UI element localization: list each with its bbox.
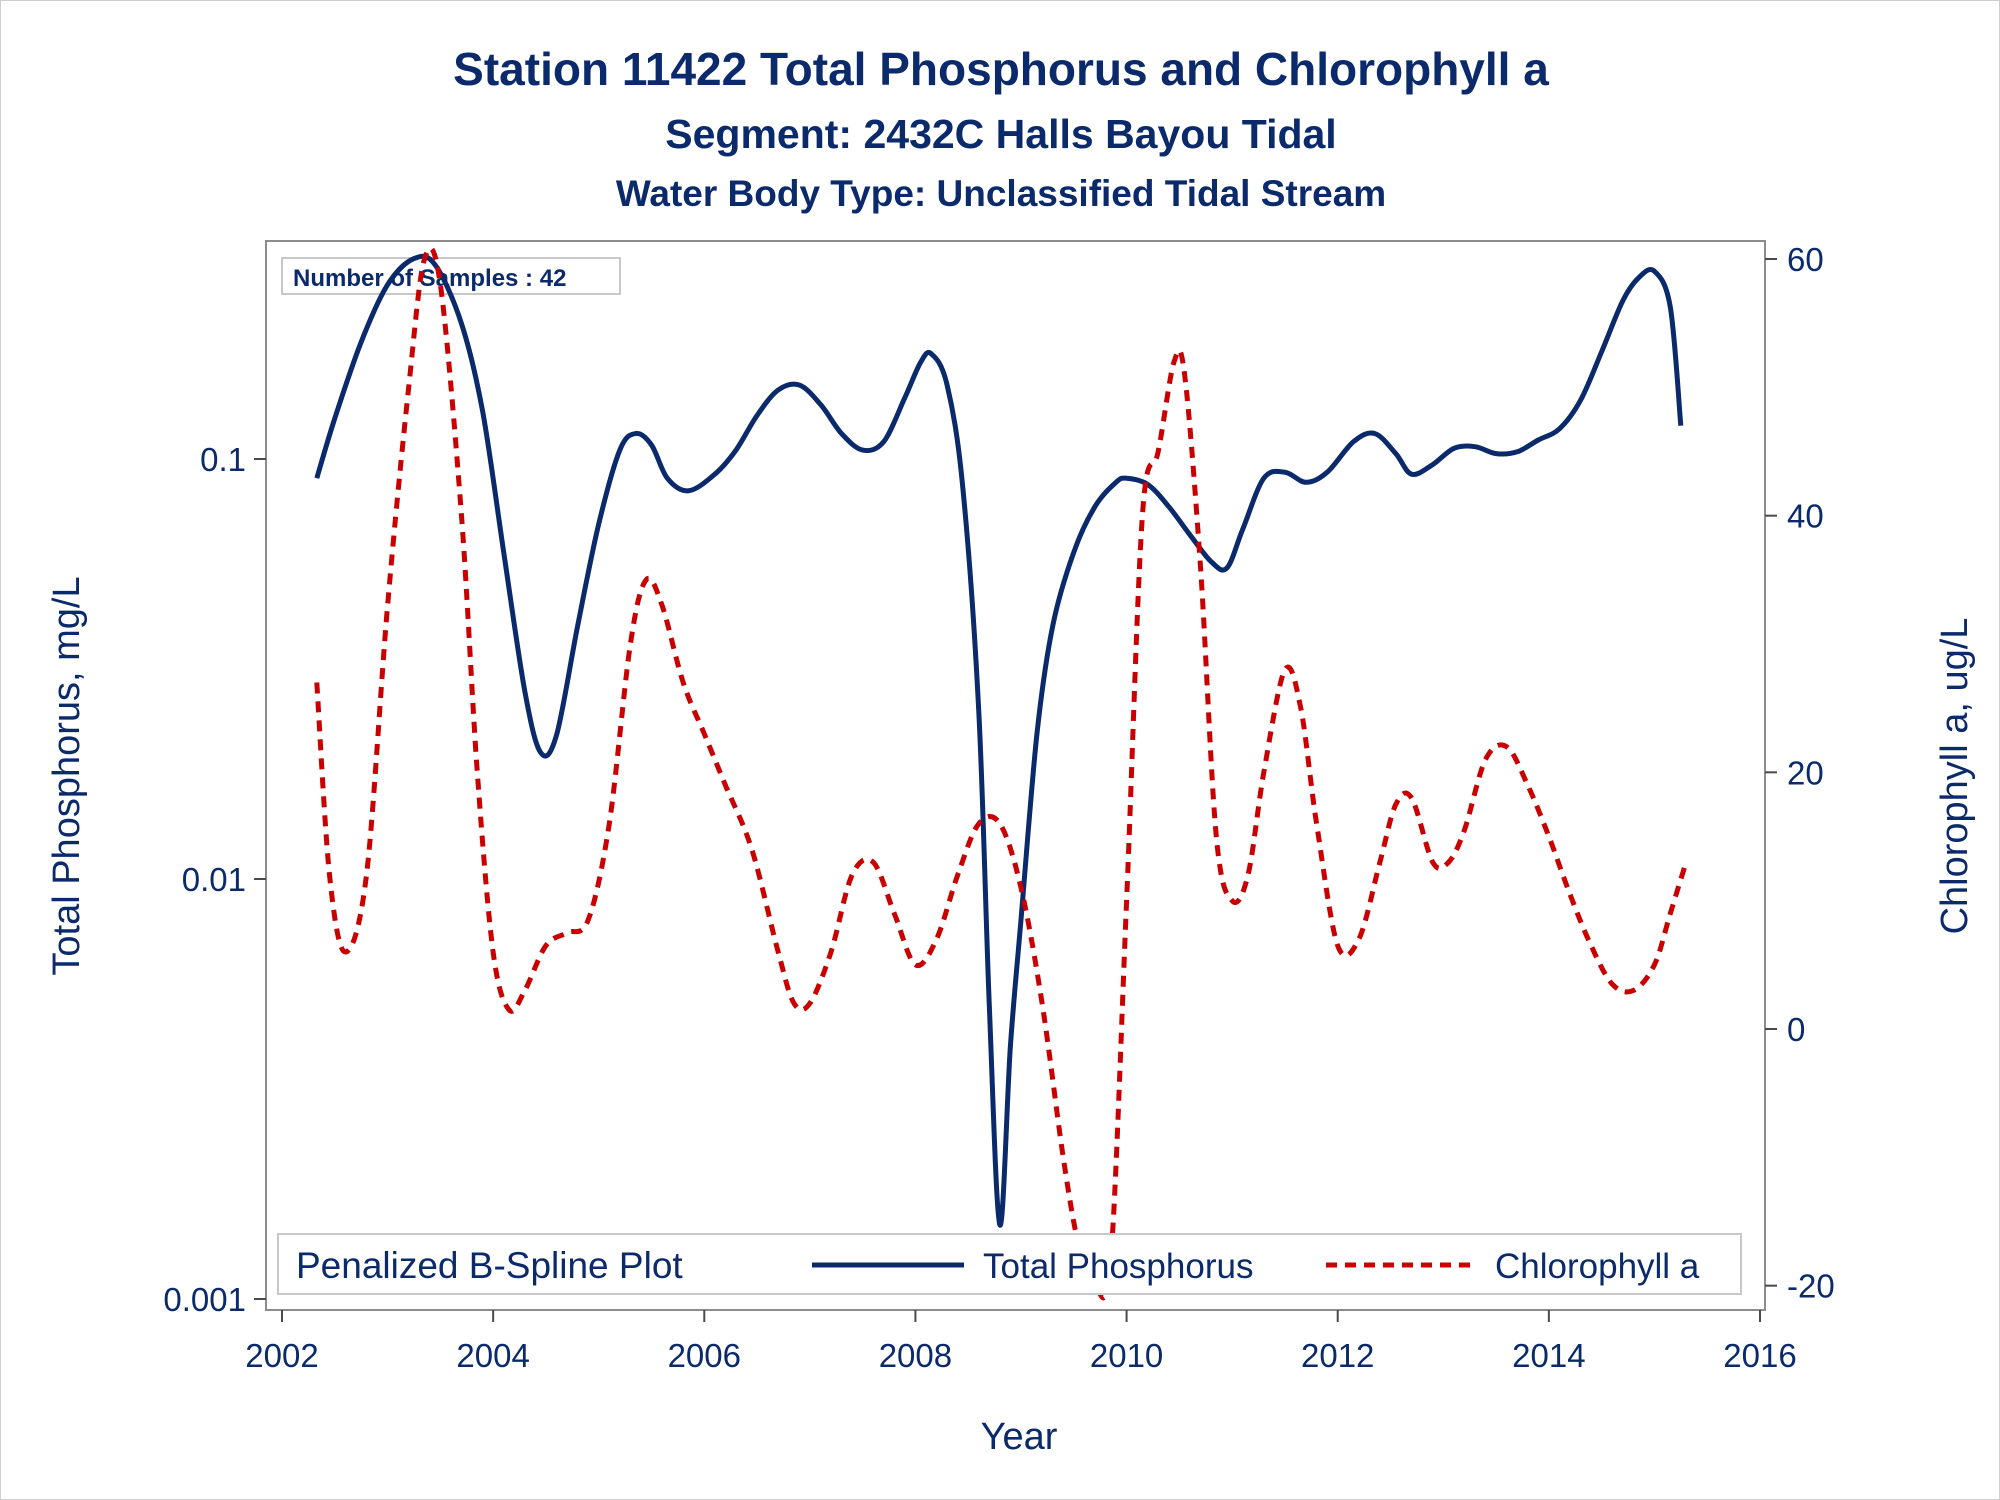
- x-tick-label-2002: 2002: [245, 1337, 318, 1374]
- x-tick-label-2006: 2006: [668, 1337, 741, 1374]
- legend: Penalized B-Spline Plot Total Phosphorus…: [277, 1233, 1742, 1295]
- y-right-tick-label-40: 40: [1787, 498, 1824, 535]
- series-group: [314, 246, 1689, 1301]
- y-right-tick-label-60: 60: [1787, 241, 1824, 278]
- y-right-tick-label-20: -20: [1787, 1268, 1835, 1305]
- sample-count-label: Number of Samples : 42: [293, 265, 566, 292]
- y-right-tick-label-20: 20: [1787, 754, 1824, 791]
- x-tick-label-2010: 2010: [1090, 1337, 1163, 1374]
- x-tick-label-2012: 2012: [1301, 1337, 1374, 1374]
- x-tick-label-2004: 2004: [456, 1337, 529, 1374]
- y-right-tick-label-0: 0: [1787, 1011, 1805, 1048]
- series-line-chlorophyll-a: [314, 246, 1689, 1301]
- sample-count-box: [281, 257, 621, 295]
- legend-box: [277, 1233, 1742, 1295]
- chart-subtitle-2: Water Body Type: Unclassified Tidal Stre…: [616, 173, 1386, 214]
- x-tick-label-2008: 2008: [879, 1337, 952, 1374]
- plot-area: [265, 240, 1766, 1311]
- legend-label-chlorophyll-a: Chlorophyll a: [1495, 1247, 1700, 1286]
- legend-label-total-phosphorus: Total Phosphorus: [983, 1247, 1253, 1286]
- y-axis-right-label: Chlorophyll a, ug/L: [1934, 618, 1976, 935]
- y-left-tick-label-0-1: 0.1: [200, 441, 246, 478]
- y-axis-left-label: Total Phosphorus, mg/L: [46, 576, 88, 975]
- axes-group: 2002 2004 2006 2008 2010 2012 2014 2016 0.001 0.0…: [163, 241, 1834, 1374]
- series-line-total-phosphorus: [314, 253, 1684, 1228]
- x-tick-label-2014: 2014: [1512, 1337, 1585, 1374]
- chart-title: Station 11422 Total Phosphorus and Chlor…: [453, 43, 1549, 95]
- y-left-tick-label-0-001: 0.001: [163, 1281, 246, 1318]
- y-left-tick-label-0-01: 0.01: [182, 861, 246, 898]
- legend-title: Penalized B-Spline Plot: [296, 1245, 683, 1286]
- chart-subtitle: Segment: 2432C Halls Bayou Tidal: [665, 111, 1336, 157]
- x-tick-label-2016: 2016: [1723, 1337, 1796, 1374]
- x-axis-label: Year: [981, 1416, 1058, 1458]
